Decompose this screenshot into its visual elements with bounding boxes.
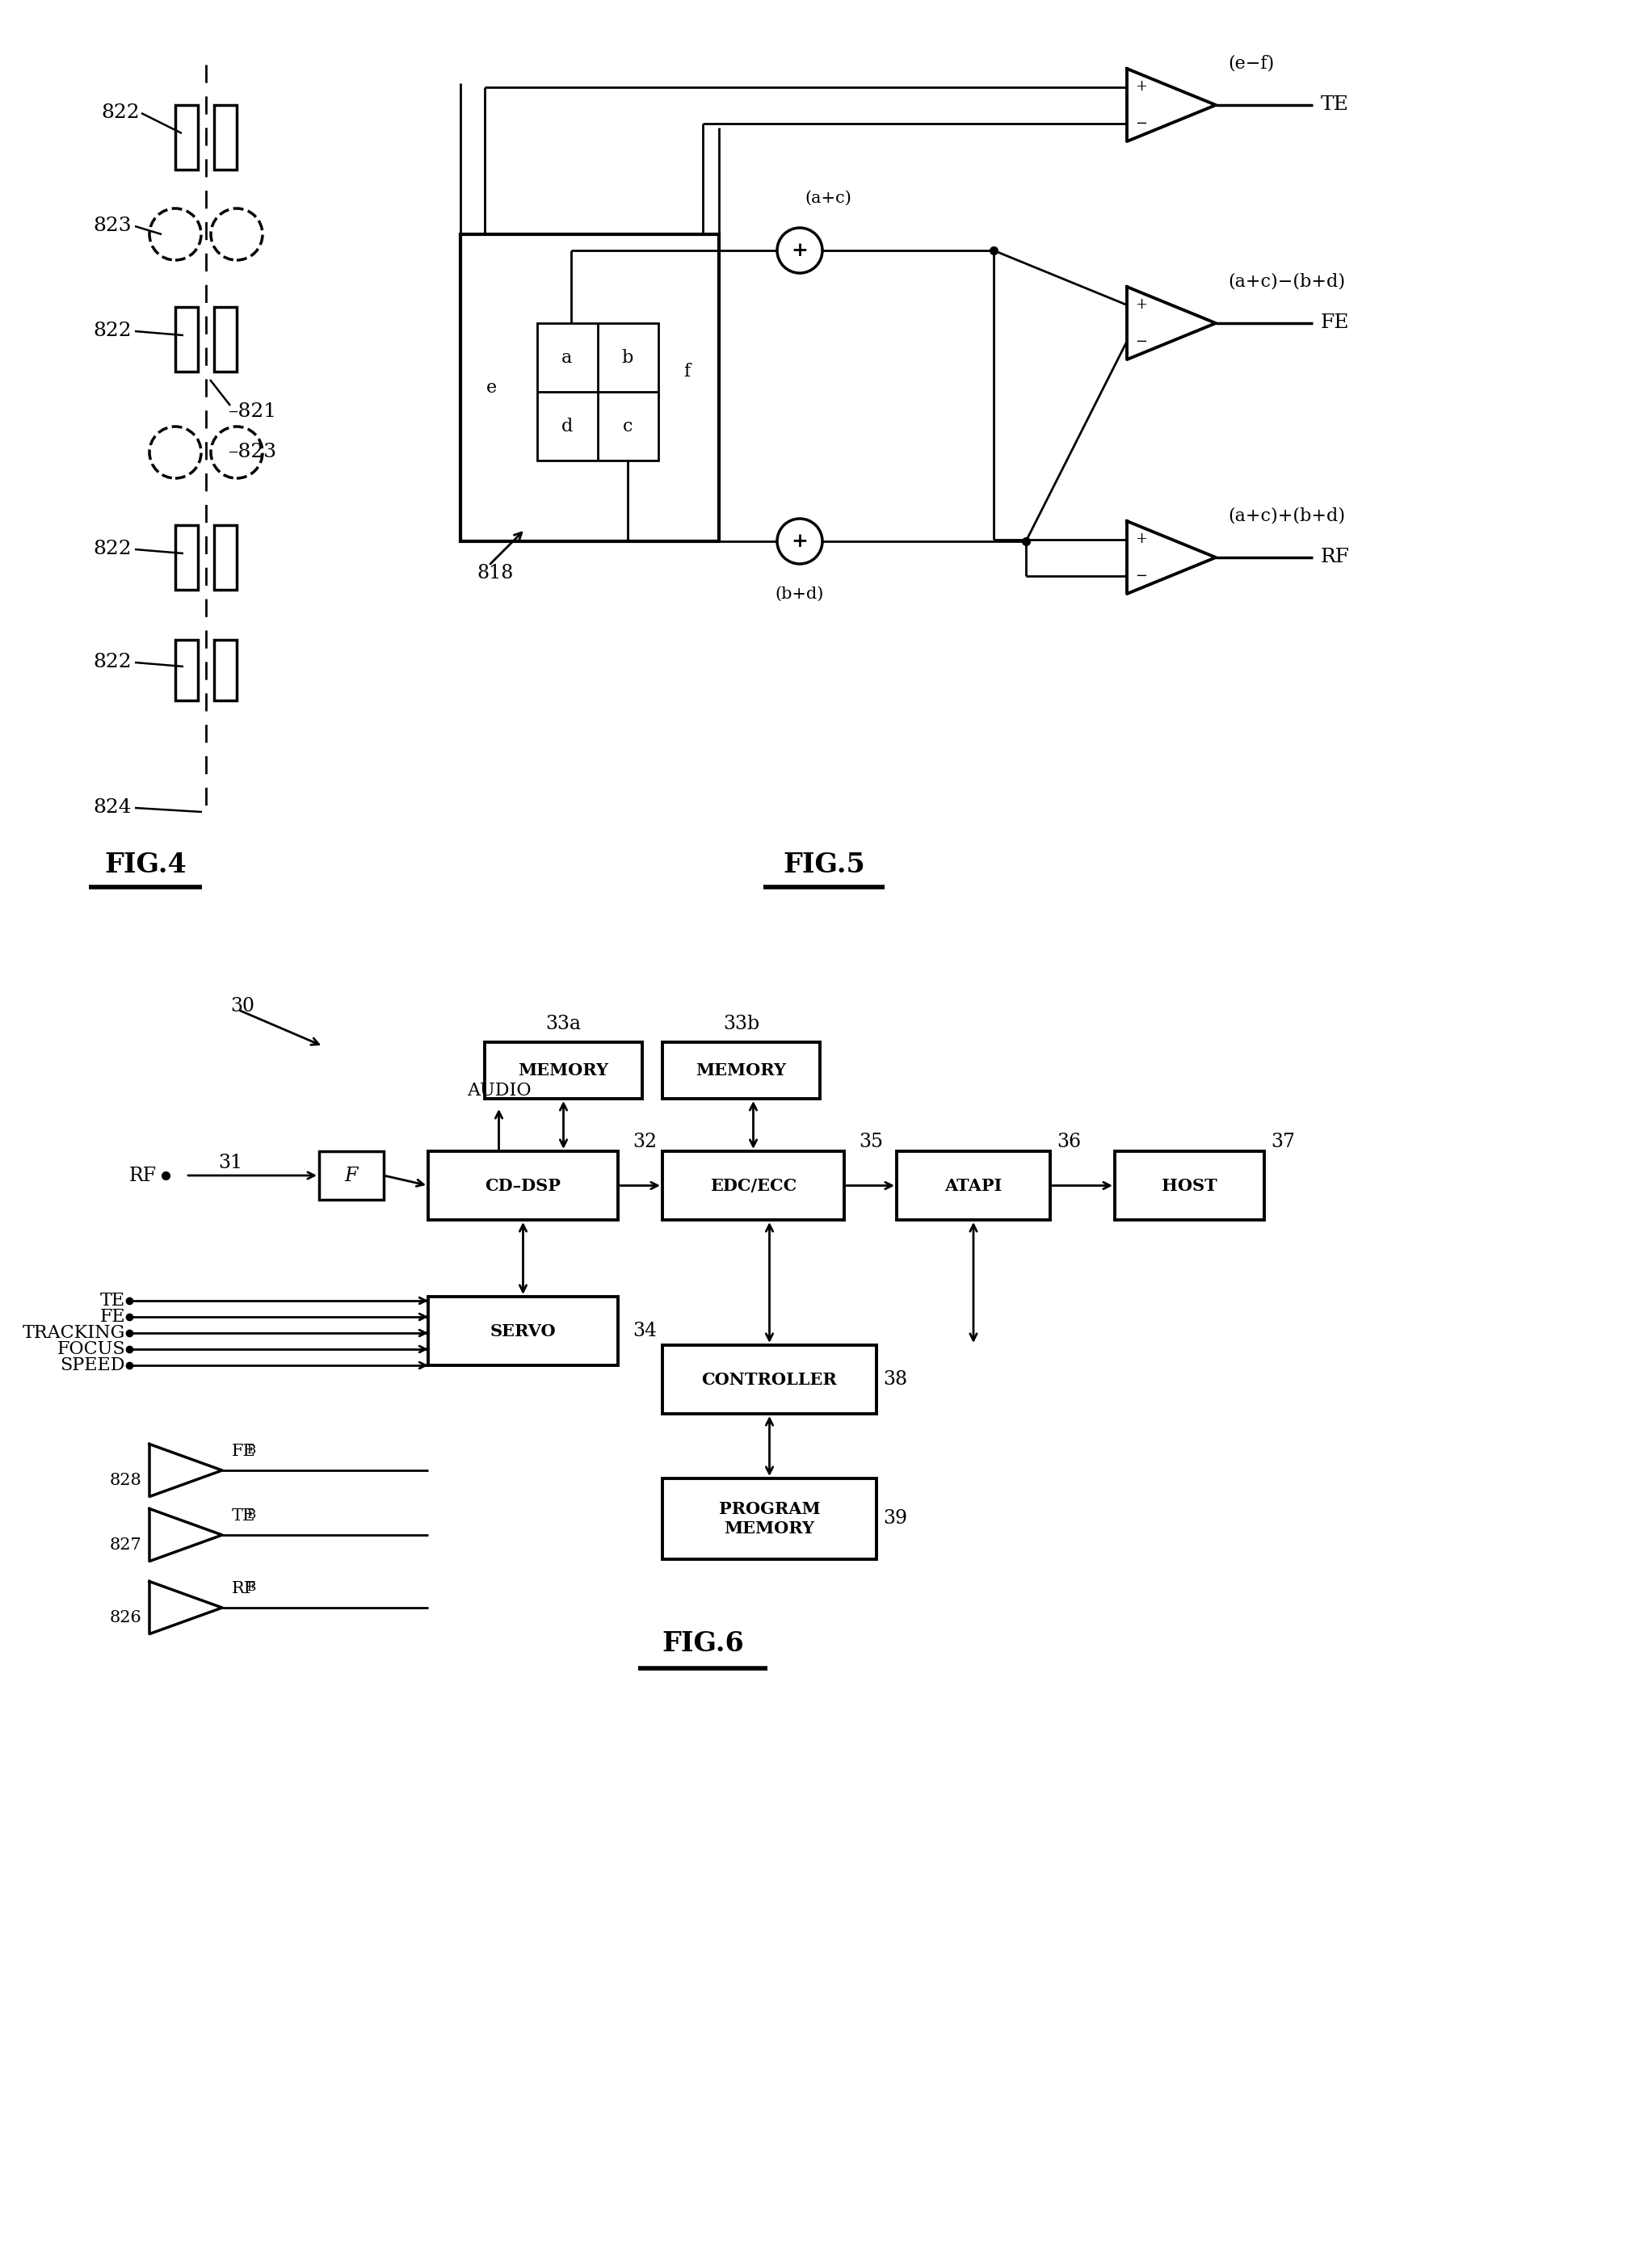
Text: −: − xyxy=(1135,334,1148,349)
Text: 818: 818 xyxy=(477,564,514,584)
Text: 38: 38 xyxy=(882,1370,907,1388)
Text: FE: FE xyxy=(1322,313,1350,331)
Text: HOST: HOST xyxy=(1161,1177,1218,1195)
Text: FE: FE xyxy=(99,1307,126,1325)
Bar xyxy=(175,106,198,169)
Text: ATAPI: ATAPI xyxy=(945,1177,1003,1195)
Text: MEMORY: MEMORY xyxy=(695,1062,786,1077)
Bar xyxy=(662,1152,844,1219)
Text: −: − xyxy=(1135,115,1148,131)
Text: MEMORY: MEMORY xyxy=(519,1062,608,1077)
Bar xyxy=(215,307,236,372)
Circle shape xyxy=(776,518,823,564)
Text: SERVO: SERVO xyxy=(491,1323,557,1339)
Text: e: e xyxy=(486,379,497,397)
Text: +: + xyxy=(791,532,808,550)
Text: −: − xyxy=(1135,568,1148,584)
Bar xyxy=(428,1152,618,1219)
Bar xyxy=(662,1479,877,1560)
Text: B: B xyxy=(246,1582,256,1594)
Bar xyxy=(215,106,236,169)
Text: 30: 30 xyxy=(230,996,254,1014)
Text: 822: 822 xyxy=(93,322,132,340)
Text: c: c xyxy=(623,417,633,435)
Text: B: B xyxy=(246,1510,256,1521)
Text: (a+c): (a+c) xyxy=(805,189,851,205)
Text: a: a xyxy=(562,349,573,367)
Text: 822: 822 xyxy=(101,104,139,122)
Bar xyxy=(1115,1152,1264,1219)
Text: 824: 824 xyxy=(93,798,132,818)
Text: +: + xyxy=(791,241,808,259)
Text: FIG.6: FIG.6 xyxy=(662,1630,743,1657)
Text: RF: RF xyxy=(231,1580,256,1596)
Bar xyxy=(215,640,236,701)
Text: +: + xyxy=(1135,298,1148,313)
Bar xyxy=(461,234,719,541)
Text: TE: TE xyxy=(101,1292,126,1310)
Text: 826: 826 xyxy=(109,1609,142,1625)
Text: 33b: 33b xyxy=(724,1014,760,1035)
Text: AUDIO: AUDIO xyxy=(466,1082,530,1100)
Text: +: + xyxy=(1135,79,1148,95)
Text: 31: 31 xyxy=(218,1154,243,1172)
Text: CONTROLLER: CONTROLLER xyxy=(702,1370,838,1388)
Text: d: d xyxy=(562,417,573,435)
Bar xyxy=(428,1296,618,1366)
Text: f: f xyxy=(684,363,691,381)
Text: (b+d): (b+d) xyxy=(775,586,824,602)
Text: F: F xyxy=(345,1165,358,1186)
Text: TE: TE xyxy=(231,1508,256,1524)
Text: PROGRAM
MEMORY: PROGRAM MEMORY xyxy=(719,1501,819,1537)
Bar xyxy=(662,1041,819,1098)
Bar xyxy=(537,322,659,460)
Text: 822: 822 xyxy=(93,654,132,672)
Text: B: B xyxy=(246,1445,256,1456)
Text: 828: 828 xyxy=(109,1472,142,1488)
Bar xyxy=(662,1346,877,1413)
Text: +: + xyxy=(1135,532,1148,545)
Text: (e−f): (e−f) xyxy=(1227,54,1274,72)
Text: –823: –823 xyxy=(228,444,278,462)
Bar xyxy=(175,525,198,591)
Text: EDC/ECC: EDC/ECC xyxy=(710,1177,796,1195)
Text: 827: 827 xyxy=(109,1537,142,1553)
Circle shape xyxy=(776,228,823,273)
Text: TE: TE xyxy=(1322,95,1350,115)
Text: FIG.4: FIG.4 xyxy=(104,852,187,877)
Bar xyxy=(215,525,236,591)
Bar xyxy=(319,1152,383,1199)
Text: TRACKING: TRACKING xyxy=(23,1323,126,1341)
Text: (a+c)−(b+d): (a+c)−(b+d) xyxy=(1227,273,1345,291)
Bar xyxy=(484,1041,643,1098)
Text: CD–DSP: CD–DSP xyxy=(486,1177,562,1195)
Text: 39: 39 xyxy=(882,1510,907,1528)
Text: RF: RF xyxy=(129,1165,157,1186)
Bar xyxy=(175,307,198,372)
Text: 35: 35 xyxy=(859,1132,882,1152)
Text: FE: FE xyxy=(231,1445,256,1458)
Text: 822: 822 xyxy=(93,541,132,559)
Text: FOCUS: FOCUS xyxy=(56,1341,126,1359)
Text: 37: 37 xyxy=(1270,1132,1295,1152)
Text: 33a: 33a xyxy=(545,1014,582,1035)
Text: 34: 34 xyxy=(633,1321,657,1341)
Text: (a+c)+(b+d): (a+c)+(b+d) xyxy=(1227,507,1345,525)
Text: b: b xyxy=(621,349,633,367)
Text: 36: 36 xyxy=(1057,1132,1080,1152)
Text: FIG.5: FIG.5 xyxy=(783,852,866,877)
Text: –821: –821 xyxy=(228,403,278,421)
Bar xyxy=(175,640,198,701)
Text: 823: 823 xyxy=(93,216,132,234)
Text: SPEED: SPEED xyxy=(59,1357,126,1375)
Text: 32: 32 xyxy=(633,1132,657,1152)
Text: RF: RF xyxy=(1322,548,1350,566)
Bar xyxy=(897,1152,1051,1219)
